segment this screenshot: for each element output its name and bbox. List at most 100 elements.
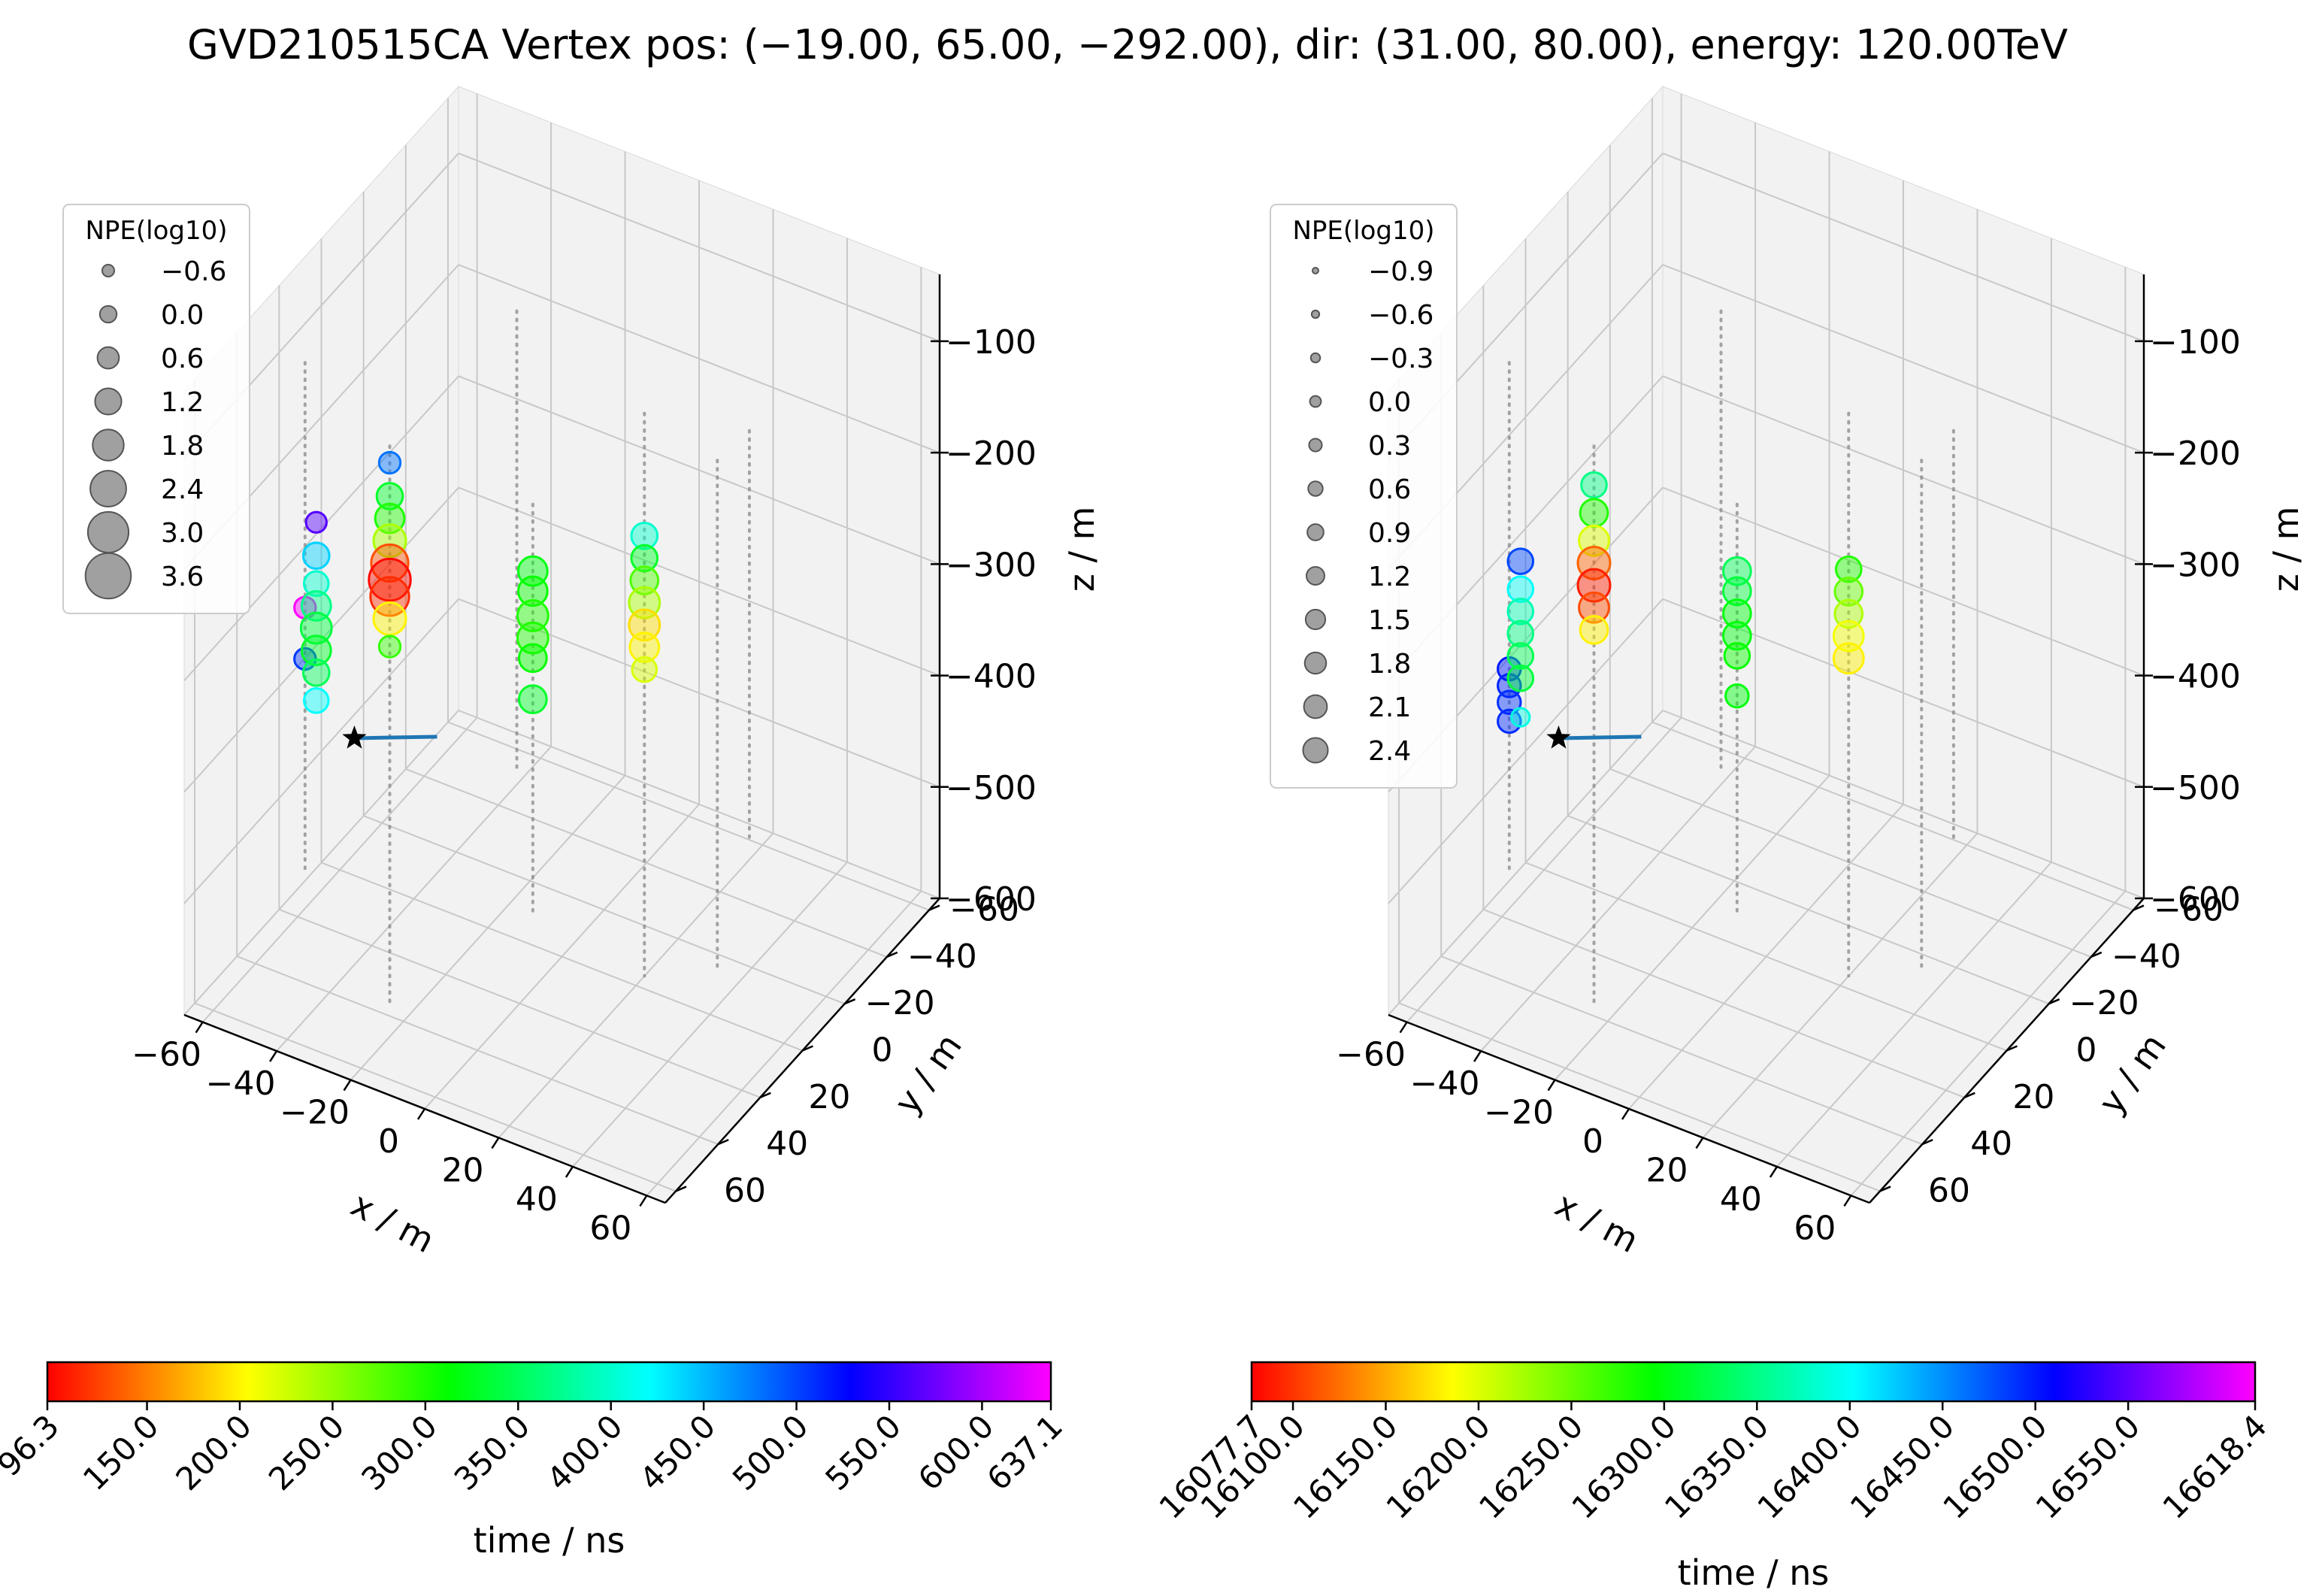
hit-marker <box>1579 498 1609 528</box>
x-tick <box>1843 1195 1852 1207</box>
legend-marker <box>1310 309 1321 320</box>
y-tick-label: 0 <box>2076 1031 2097 1070</box>
floor-grid-y <box>194 1002 677 1192</box>
colorbar-tick-label: 500.0 <box>725 1407 816 1498</box>
hit-marker <box>1724 683 1750 709</box>
back-grid-z <box>458 152 940 342</box>
x-tick-label: 40 <box>516 1180 558 1219</box>
y-tick <box>759 1092 771 1098</box>
hit-marker <box>1721 598 1752 628</box>
x-axis-label: x / m <box>344 1184 440 1261</box>
y-tick <box>717 1138 729 1146</box>
hit-marker <box>1721 620 1752 651</box>
legend-marker <box>92 429 125 462</box>
x-tick-label: 20 <box>441 1151 483 1189</box>
hit-marker <box>630 544 659 573</box>
colorbar-label: time / ns <box>1678 1552 1830 1593</box>
colorbar-tick-label: 550.0 <box>818 1407 908 1498</box>
colorbar-tick-label: 600.0 <box>911 1407 1001 1498</box>
y-tick-label: 40 <box>1970 1125 2012 1163</box>
x-tick <box>1399 1021 1408 1034</box>
x-tick <box>1547 1079 1556 1092</box>
z-tick-label: −300 <box>2150 546 2241 584</box>
figure-title: GVD210515CA Vertex pos: (−19.00, 65.00, … <box>187 21 2068 68</box>
y-tick-label: 40 <box>766 1125 808 1163</box>
hit-marker <box>1832 642 1865 675</box>
hit-marker <box>1576 568 1612 603</box>
x-tick-label: 0 <box>378 1122 399 1161</box>
y-tick <box>1963 1092 1975 1098</box>
x-tick-label: −60 <box>132 1036 201 1074</box>
z-tick-label: −500 <box>2150 769 2241 807</box>
hit-marker <box>628 586 661 619</box>
plot-panes <box>183 85 940 1204</box>
hit-marker <box>368 557 412 602</box>
legend-marker <box>1303 694 1328 719</box>
legend-label: −0.9 <box>1368 256 1433 287</box>
colorbar-bar <box>46 1361 1052 1403</box>
hit-marker <box>1506 598 1535 625</box>
x-tick-label: 0 <box>1582 1122 1603 1161</box>
back-grid-z <box>1662 152 2145 342</box>
x-tick <box>195 1021 204 1034</box>
back-grid-z <box>1662 375 2145 565</box>
x-tick <box>416 1108 426 1120</box>
detector-strings <box>303 309 751 1005</box>
legend-label: −0.6 <box>1368 300 1433 331</box>
y-tick-label: −60 <box>949 891 1019 929</box>
colorbar-tick-label: 637.1 <box>979 1407 1070 1498</box>
z-tick-label: −100 <box>946 323 1037 362</box>
floor-grid-y <box>1567 815 2050 1005</box>
z-axis-label: z / m <box>1061 507 1102 592</box>
x-tick-label: 40 <box>1720 1180 1762 1219</box>
legend-label: 0.6 <box>161 344 204 374</box>
legend-title: NPE(log10) <box>85 216 227 246</box>
legend-label: 0.0 <box>161 300 204 331</box>
legend-label: 0.0 <box>1368 387 1411 418</box>
y-axis-label: y / m <box>886 1026 970 1122</box>
z-tick-label: −100 <box>2150 323 2241 362</box>
legend-marker <box>1308 438 1323 453</box>
floor-grid-y <box>236 955 719 1146</box>
hit-marker <box>304 510 328 534</box>
legend-label: 0.9 <box>1368 518 1411 549</box>
colorbar-tick-label: 250.0 <box>262 1407 352 1498</box>
legend-label: 1.2 <box>1368 562 1411 592</box>
colorbar-tick-label: 16618.4 <box>2156 1407 2274 1525</box>
hit-marker <box>516 575 549 607</box>
hit-marker <box>299 611 333 645</box>
legend-marker <box>1309 352 1321 364</box>
hit-marker <box>302 570 330 598</box>
colorbar-tick-label: 150.0 <box>76 1407 166 1498</box>
colorbar-bar <box>1250 1361 2257 1403</box>
floor-grid-y <box>405 768 888 958</box>
y-tick <box>675 1186 687 1192</box>
y-tick <box>802 1045 813 1052</box>
back-grid-z <box>1662 264 2145 454</box>
legend-marker <box>1306 566 1325 586</box>
legend-box <box>1270 204 1458 789</box>
y-tick-label: 20 <box>808 1078 850 1116</box>
y-tick-label: 60 <box>724 1171 766 1210</box>
floor-grid-y <box>1398 1002 1881 1192</box>
legend-marker <box>96 346 120 370</box>
y-tick-label: −40 <box>2112 937 2181 976</box>
vertex-star <box>342 725 367 749</box>
x-tick <box>491 1137 500 1149</box>
z-tick-label: −300 <box>946 546 1037 584</box>
z-tick-label: −600 <box>2150 880 2241 919</box>
hit-markers <box>293 450 661 715</box>
legend-title: NPE(log10) <box>1292 216 1434 246</box>
x-tick-label: −40 <box>206 1065 276 1103</box>
plot-panes <box>1388 85 2145 1204</box>
y-tick <box>2090 951 2103 959</box>
hit-marker <box>630 521 659 550</box>
floor-grid-y <box>363 815 846 1005</box>
back-grid-z <box>458 375 940 565</box>
direction-line <box>354 734 437 740</box>
legend-label: 0.6 <box>1368 474 1411 505</box>
legend-marker <box>1307 480 1324 497</box>
legend-label: −0.3 <box>1368 344 1433 374</box>
left-grid-z <box>183 486 459 793</box>
